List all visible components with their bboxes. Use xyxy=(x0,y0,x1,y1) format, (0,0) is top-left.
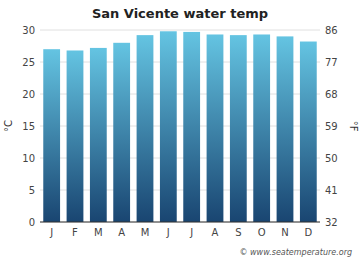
bar xyxy=(90,48,107,222)
x-tick-label: J xyxy=(189,227,193,238)
y-axis-label: °C xyxy=(3,120,14,132)
bar xyxy=(207,34,224,222)
bar xyxy=(277,36,294,222)
x-tick-label: F xyxy=(72,227,78,238)
y2-tick-label: 77 xyxy=(325,57,338,68)
x-tick-label: D xyxy=(304,227,312,238)
bar xyxy=(113,43,130,222)
x-axis-line xyxy=(40,222,320,223)
y2-tick-label: 86 xyxy=(325,25,338,36)
y-tick-label: 20 xyxy=(22,89,35,100)
y-tick-label: 25 xyxy=(22,57,35,68)
bar xyxy=(43,49,60,222)
bars xyxy=(43,31,316,222)
y-tick-label: 5 xyxy=(29,185,35,196)
grid xyxy=(40,30,320,222)
bar xyxy=(253,34,270,222)
grid-line xyxy=(40,222,320,223)
bar xyxy=(230,35,247,222)
y-tick-label: 10 xyxy=(22,153,35,164)
x-tick-label: M xyxy=(141,227,150,238)
x-tick-label: M xyxy=(94,227,103,238)
x-tick-label: S xyxy=(235,227,241,238)
y2-axis-label: °F xyxy=(348,121,359,132)
y2-tick-label: 50 xyxy=(325,153,338,164)
x-tick-label: A xyxy=(212,227,219,238)
watermark: © www.seatemperature.org xyxy=(240,248,352,257)
y2-tick-label: 32 xyxy=(325,217,338,228)
grid-line xyxy=(40,30,320,31)
bar xyxy=(300,42,317,222)
y2-tick-label: 59 xyxy=(325,121,338,132)
title: San Vicente water temp xyxy=(92,6,268,21)
bar xyxy=(137,35,154,222)
x-tick-label: A xyxy=(118,227,125,238)
y-tick-label: 0 xyxy=(29,217,35,228)
bar xyxy=(67,50,84,222)
y2-tick-label: 41 xyxy=(325,185,338,196)
bar xyxy=(183,32,200,222)
x-tick-label: J xyxy=(166,227,170,238)
y-tick-label: 15 xyxy=(22,121,35,132)
y2-tick-label: 68 xyxy=(325,89,338,100)
chart: San Vicente water temp 0 5 10 15 20 25 30 32 41 50… xyxy=(0,0,360,260)
x-tick-label: N xyxy=(281,227,288,238)
x-tick-label: J xyxy=(49,227,53,238)
y-tick-label: 30 xyxy=(22,25,35,36)
x-tick-label: O xyxy=(258,227,266,238)
bar xyxy=(160,31,177,222)
